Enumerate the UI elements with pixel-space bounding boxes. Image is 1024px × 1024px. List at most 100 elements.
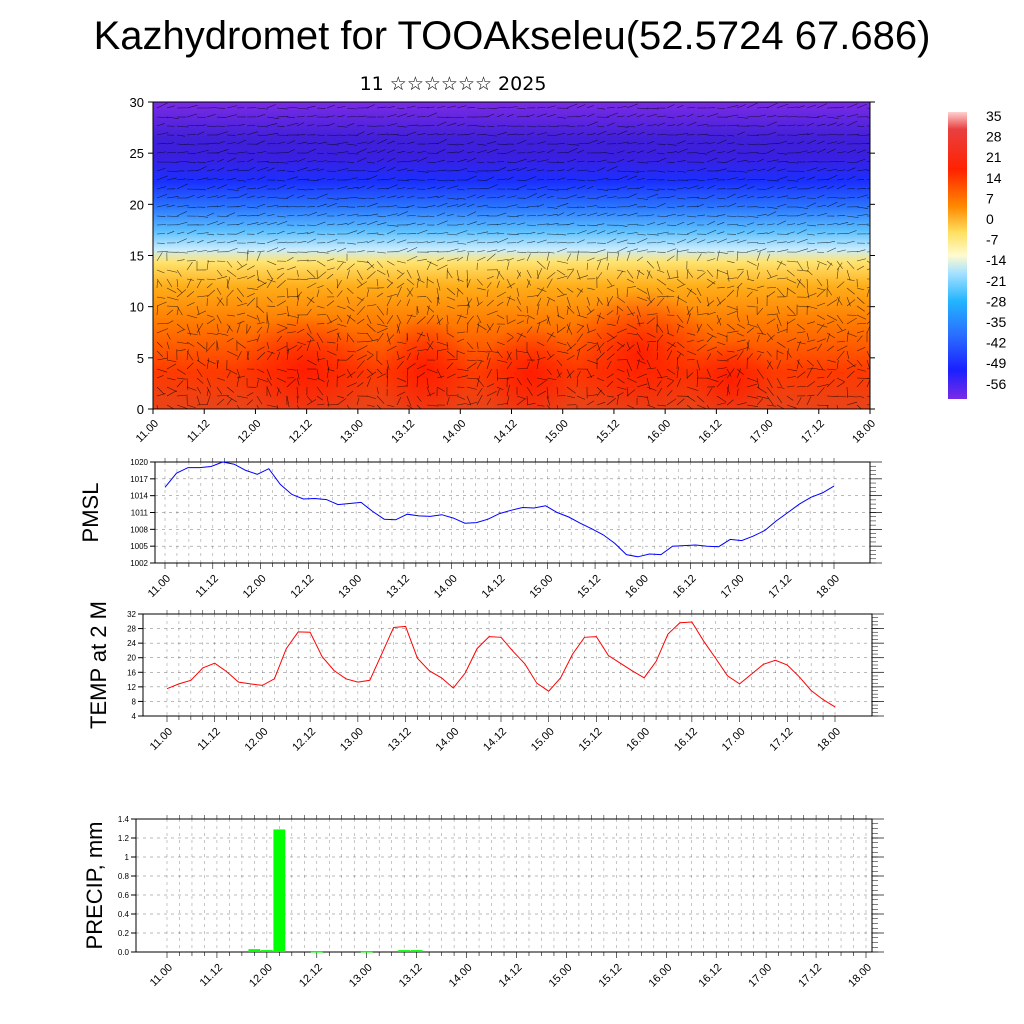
wind-arrow: [196, 232, 209, 235]
wind-arrow: [366, 395, 376, 399]
wind-arrow: [386, 114, 397, 118]
wind-arrow: [456, 338, 465, 343]
wind-arrow: [846, 330, 849, 343]
wind-arrow: [776, 115, 788, 118]
wind-arrow: [856, 206, 868, 209]
wind-arrow: [706, 258, 716, 262]
wind-arrow: [726, 350, 735, 353]
wind-arrow: [526, 159, 537, 163]
wind-arrow: [426, 125, 435, 127]
wind-arrow: [186, 229, 197, 235]
wind-arrow: [386, 239, 396, 244]
wind-arrow: [466, 211, 477, 217]
wind-arrow: [636, 332, 644, 341]
wind-arrow: [206, 278, 216, 281]
wind-arrow: [506, 233, 519, 235]
wind-arrow: [756, 377, 760, 389]
wind-arrow: [256, 221, 268, 226]
wind-arrow: [366, 323, 376, 332]
x-tick-label: 13.00: [336, 573, 364, 601]
x-tick-label: 12.12: [297, 962, 325, 990]
wind-arrow: [206, 185, 216, 190]
wind-arrow: [506, 168, 519, 172]
wind-arrow: [666, 213, 676, 217]
wind-arrow: [386, 359, 390, 370]
wind-arrow: [406, 378, 408, 388]
x-tick-label: 16.12: [696, 962, 724, 990]
wind-arrow: [416, 157, 428, 163]
wind-arrow: [206, 386, 211, 395]
wind-arrow: [196, 323, 204, 334]
wind-arrow: [436, 341, 448, 346]
wind-arrow: [856, 287, 865, 291]
wind-arrow: [706, 194, 715, 199]
wind-arrow: [776, 359, 782, 370]
wind-arrow: [526, 395, 529, 405]
wind-arrow: [816, 278, 823, 287]
wind-arrow: [666, 143, 677, 146]
wind-arrow: [386, 332, 391, 345]
wind-arrow: [476, 350, 488, 353]
wind-arrow: [386, 260, 395, 266]
wind-arrow: [226, 212, 236, 217]
wind-arrow: [396, 356, 405, 361]
wind-arrow: [616, 306, 619, 316]
wind-arrow: [776, 241, 787, 244]
wind-arrow: [566, 287, 574, 293]
wind-arrow: [726, 177, 738, 181]
wind-arrow: [246, 152, 255, 154]
wind-arrow: [826, 133, 838, 136]
wind-arrow: [776, 386, 785, 389]
wind-arrow: [156, 341, 163, 348]
wind-arrow: [666, 248, 677, 253]
wind-arrow: [206, 342, 215, 352]
wind-arrow: [796, 397, 802, 406]
wind-arrow: [476, 149, 487, 154]
wind-arrow: [246, 292, 255, 298]
wind-arrow: [586, 329, 596, 334]
y-tick-label: 1020: [130, 458, 148, 467]
wind-arrow: [666, 398, 677, 406]
wind-arrow: [286, 314, 299, 318]
y-tick-label: 25: [130, 146, 144, 161]
wind-arrow: [266, 305, 276, 307]
wind-arrow: [806, 224, 816, 227]
wind-arrow: [456, 403, 467, 406]
wind-arrow: [756, 262, 760, 271]
wind-arrow: [356, 354, 367, 361]
wind-arrow: [446, 394, 459, 397]
wind-arrow: [206, 169, 215, 172]
wind-arrow: [516, 258, 525, 262]
wind-arrow: [346, 263, 355, 271]
wind-arrow: [326, 249, 337, 253]
wind-arrow: [776, 152, 788, 155]
wind-arrow: [176, 368, 186, 375]
wind-arrow: [746, 377, 758, 382]
wind-arrow: [376, 386, 379, 395]
wind-arrow: [856, 213, 869, 217]
wind-arrow: [596, 314, 605, 320]
wind-arrow: [316, 395, 323, 401]
wind-arrow: [506, 149, 516, 154]
wind-arrow: [736, 268, 745, 271]
wind-arrow: [166, 278, 173, 288]
x-tick-label: 11.12: [194, 573, 221, 600]
wind-arrow: [216, 241, 226, 244]
wind-arrow: [566, 386, 576, 394]
wind-arrow: [636, 150, 644, 154]
wind-arrow: [726, 260, 735, 264]
wind-arrow: [536, 359, 540, 370]
wind-arrow: [406, 215, 416, 217]
wind-arrow: [676, 295, 680, 307]
wind-arrow: [846, 175, 856, 181]
wind-arrow: [706, 113, 719, 118]
wind-arrow: [846, 287, 855, 295]
wind-arrow: [626, 359, 633, 371]
wind-arrow: [276, 335, 283, 343]
wind-arrow: [666, 332, 675, 337]
wind-arrow: [186, 377, 189, 390]
wind-arrow: [316, 368, 320, 380]
wind-arrow: [816, 377, 825, 379]
wind-arrow: [836, 160, 845, 163]
